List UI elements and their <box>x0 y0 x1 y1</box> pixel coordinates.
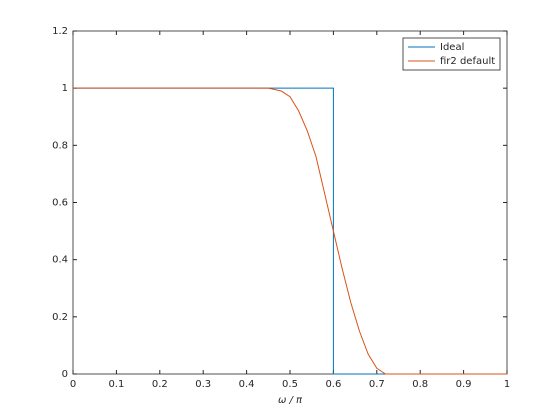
x-tick-label: 0.9 <box>456 379 472 390</box>
x-tick-label: 0.1 <box>108 379 124 390</box>
x-tick-label: 0.2 <box>152 379 168 390</box>
y-tick-label: 0.8 <box>52 140 68 151</box>
y-tick-label: 1.2 <box>52 26 68 37</box>
x-tick-label: 0.3 <box>195 379 211 390</box>
y-tick-label: 0.2 <box>52 312 68 323</box>
legend-box <box>402 37 501 71</box>
x-tick-label: 0.8 <box>412 379 428 390</box>
y-tick-label: 1 <box>62 83 68 94</box>
legend-label: Ideal <box>440 42 464 53</box>
y-tick-label: 0 <box>62 369 68 380</box>
x-tick-label: 0.6 <box>325 379 341 390</box>
x-tick-label: 0.4 <box>239 379 255 390</box>
y-tick-label: 0.6 <box>52 198 68 209</box>
axes-box <box>72 30 508 375</box>
x-axis-label: ω / π <box>278 395 303 406</box>
line-series <box>73 87 507 375</box>
legend-label: fir2 default <box>440 56 495 67</box>
x-tick-label: 0.5 <box>282 379 298 390</box>
x-tick-label: 0 <box>70 379 76 390</box>
x-tick-label: 1 <box>504 379 510 390</box>
x-tick-label: 0.7 <box>369 379 385 390</box>
y-tick-label: 0.4 <box>52 255 68 266</box>
